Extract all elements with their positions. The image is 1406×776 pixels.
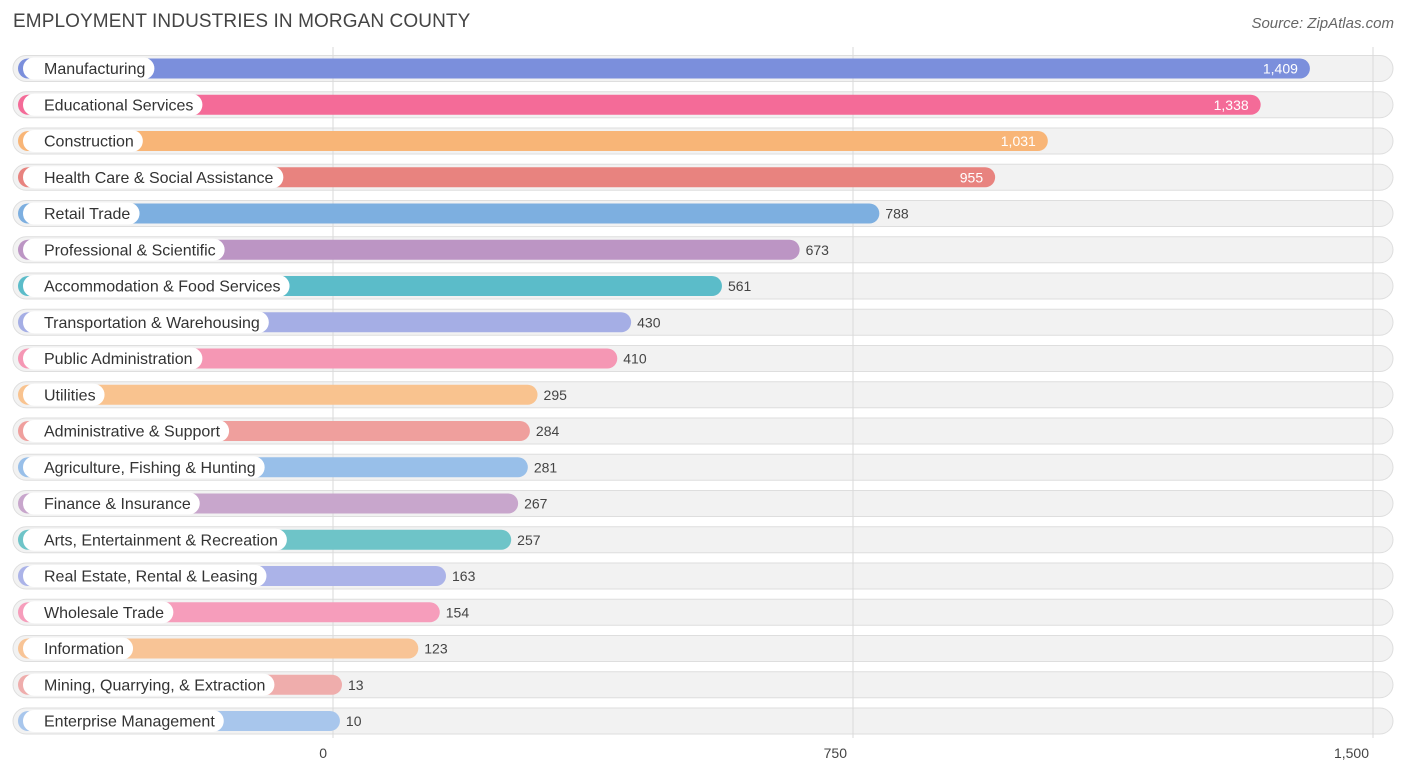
bar-row: Professional & Scientific 673 [18, 238, 830, 261]
category-label: Enterprise Management [44, 714, 215, 731]
category-label: Retail Trade [44, 206, 130, 223]
category-label-pill [23, 637, 134, 660]
value-label: 295 [544, 387, 568, 403]
category-label-pill [23, 202, 140, 225]
bar [18, 94, 1261, 115]
value-label: 673 [806, 242, 830, 258]
category-label-pill [23, 456, 265, 479]
row-background [12, 671, 1394, 699]
bar-row: Transportation & Warehousing 430 [18, 311, 661, 334]
category-label: Finance & Insurance [44, 496, 191, 513]
category-label-pill [23, 420, 230, 442]
value-label: 410 [623, 351, 647, 367]
category-label: Information [44, 641, 124, 658]
x-tick-label: 1,500 [1334, 745, 1369, 761]
value-label: 284 [536, 423, 560, 439]
bar-row: Agriculture, Fishing & Hunting 281 [18, 456, 558, 479]
bar [18, 131, 1048, 151]
bar-row: Arts, Entertainment & Recreation 257 [18, 528, 541, 551]
value-label: 123 [424, 641, 448, 657]
category-label: Mining, Quarrying, & Extraction [44, 677, 265, 694]
category-label-pill [23, 383, 105, 406]
x-tick-label: 750 [824, 745, 848, 761]
value-label: 1,338 [1214, 97, 1249, 113]
bar-row: Manufacturing 1,409 [18, 57, 1310, 80]
category-label-pill [23, 601, 174, 624]
bar-row: Finance & Insurance 267 [18, 492, 548, 515]
value-label: 163 [452, 568, 476, 584]
value-label: 10 [346, 713, 362, 729]
value-label: 955 [960, 169, 984, 185]
value-label: 154 [446, 604, 470, 620]
bar-row: Public Administration 410 [18, 347, 647, 370]
bar-row: Utilities 295 [18, 383, 568, 406]
bar-row: Real Estate, Rental & Leasing 163 [18, 565, 476, 587]
row-background [12, 707, 1394, 735]
value-label: 281 [534, 459, 558, 475]
value-label: 13 [348, 677, 364, 693]
category-label-pill [23, 130, 143, 152]
bar [18, 58, 1310, 79]
bar-row: Accommodation & Food Services 561 [18, 275, 752, 297]
category-label-pill [23, 275, 290, 297]
bar [18, 203, 880, 224]
category-label: Health Care & Social Assistance [44, 170, 274, 187]
bar-row: Mining, Quarrying, & Extraction 13 [18, 673, 364, 696]
category-label: Administrative & Support [44, 424, 221, 441]
x-axis: 0 750 1,500 [319, 745, 1369, 761]
category-label-pill [23, 311, 269, 334]
bar-row: Retail Trade 788 [18, 202, 909, 225]
category-label: Construction [44, 134, 134, 151]
category-label: Transportation & Warehousing [44, 315, 260, 332]
bar-row: Educational Services 1,338 [18, 93, 1261, 116]
category-label-pill [23, 528, 287, 551]
category-label: Agriculture, Fishing & Hunting [44, 460, 256, 477]
category-label: Accommodation & Food Services [44, 279, 281, 296]
category-label-pill [23, 57, 155, 80]
category-label: Real Estate, Rental & Leasing [44, 569, 257, 586]
chart-source: Source: ZipAtlas.com [1251, 15, 1394, 32]
category-label: Utilities [44, 387, 96, 404]
bar-row: Enterprise Management 10 [18, 710, 362, 732]
category-label-pill [23, 93, 203, 116]
bar-row: Administrative & Support 284 [18, 420, 559, 442]
category-label: Wholesale Trade [44, 605, 164, 622]
category-label-pill [23, 347, 203, 370]
value-label: 267 [524, 496, 548, 512]
value-label: 1,409 [1263, 61, 1298, 77]
category-label-pill [23, 710, 224, 732]
category-label: Professional & Scientific [44, 242, 216, 259]
bar-row: Wholesale Trade 154 [18, 601, 470, 624]
value-label: 788 [885, 206, 909, 222]
bar-row: Health Care & Social Assistance 955 [18, 166, 996, 189]
value-label: 561 [728, 278, 752, 294]
category-label-pill [23, 492, 200, 515]
category-label: Arts, Entertainment & Recreation [44, 532, 278, 549]
category-label-pill [23, 565, 267, 587]
bar-row: Information 123 [18, 637, 448, 660]
value-label: 430 [637, 314, 661, 330]
x-tick-label: 0 [319, 745, 327, 761]
bar-row: Construction 1,031 [18, 130, 1048, 152]
category-label-pill [23, 238, 225, 261]
category-label-pill [23, 166, 284, 189]
category-label: Educational Services [44, 97, 193, 114]
chart-title: EMPLOYMENT INDUSTRIES IN MORGAN COUNTY [13, 11, 471, 32]
value-label: 1,031 [1001, 133, 1036, 149]
bar [18, 384, 538, 405]
category-label: Manufacturing [44, 61, 145, 78]
category-label: Public Administration [44, 351, 193, 368]
value-label: 257 [517, 532, 541, 548]
category-label-pill [23, 673, 275, 696]
